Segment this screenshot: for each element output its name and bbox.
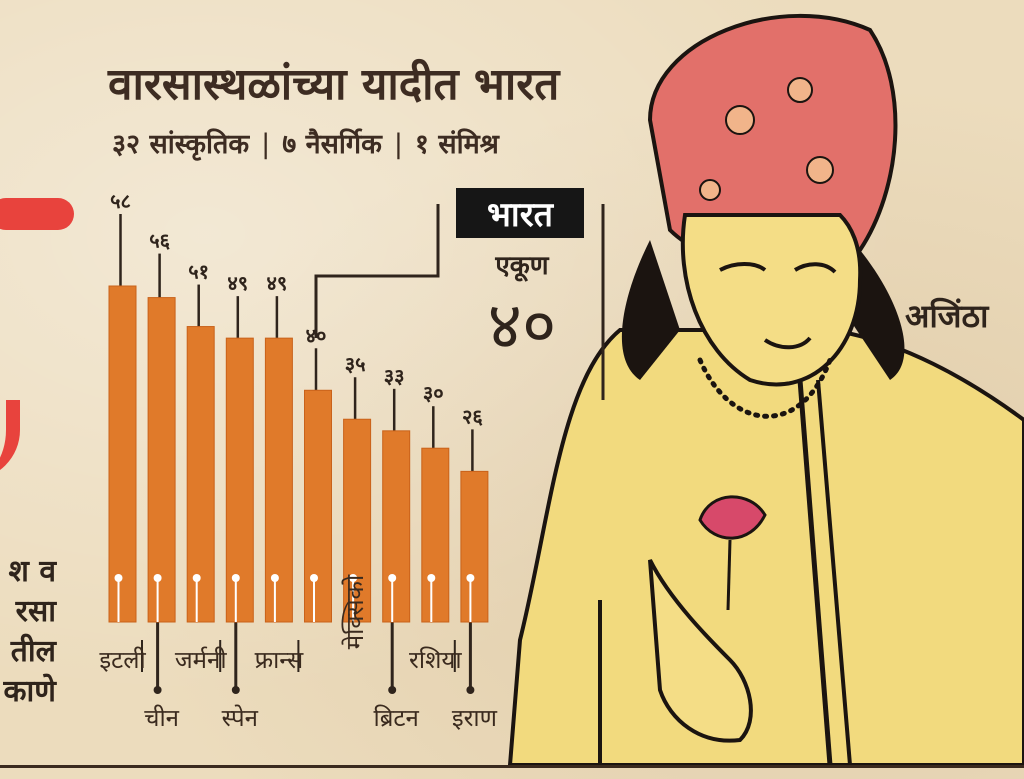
category-label: चीन: [144, 704, 179, 732]
bar: [382, 430, 411, 623]
crown-jewel: [699, 179, 721, 201]
bar: [460, 470, 489, 623]
value-label: ४९: [227, 271, 248, 295]
category-label: ब्रिटन: [374, 704, 420, 732]
subtitle-separator: |: [393, 129, 403, 160]
value-label: ५८: [110, 189, 131, 213]
category-label: फ्रान्स: [255, 646, 304, 674]
left-cut-text: श व रसा तील काणे: [0, 552, 57, 712]
left-text-line: रसा: [15, 594, 56, 629]
ajanta-illustration: [507, 14, 1024, 765]
value-label: ५६: [149, 229, 170, 253]
category-label: इराण: [452, 704, 498, 732]
illustration-label: अजिंठा: [905, 297, 989, 335]
bar-pin-head: [114, 574, 123, 582]
value-label: ३०: [423, 381, 444, 405]
sash-line: [797, 379, 833, 765]
category-leader-dot: [388, 686, 397, 694]
chart-title: वारसास्थळांच्या यादीत भारत: [108, 59, 560, 110]
category-leader-dot: [466, 686, 475, 694]
bars-group: [108, 285, 489, 623]
category-leader-dot: [153, 686, 162, 694]
value-label: ४०: [306, 323, 327, 347]
bar: [304, 389, 332, 623]
bar-pin-head: [349, 574, 358, 582]
india-highlight-box: भारत: [456, 188, 584, 238]
bar: [225, 337, 254, 623]
bar: [421, 447, 450, 623]
hair-left: [621, 240, 680, 380]
category-label: रशिया: [409, 646, 462, 674]
crown-jewel: [787, 77, 813, 103]
labels-group: ५८ इटली ५६ चीन ५१ जर्मनी ४९ स्पेन ४९ फ्रान्स ४० ३५ म…: [99, 189, 497, 732]
value-label: ४९: [266, 271, 287, 295]
value-label: २६: [462, 404, 483, 428]
bar: [108, 285, 137, 623]
bar-pin-head: [388, 574, 397, 582]
bar: [264, 337, 293, 623]
lotus-flower: [698, 495, 767, 540]
chart-subtitle: ३२ सांस्कृतिक | ७ नैसर्गिक | १ संमिश्र: [112, 124, 499, 161]
mouth: [763, 336, 812, 350]
india-total-value: ४०: [487, 287, 557, 364]
bar-pin-head: [427, 574, 436, 582]
sash-line: [816, 379, 852, 765]
hair-right: [850, 250, 905, 380]
category-label: जर्मनी: [175, 646, 227, 674]
crown-jewel: [725, 105, 755, 135]
india-box-label: भारत: [487, 195, 553, 235]
bar-pin-head: [310, 574, 318, 582]
face-shape: [680, 213, 863, 387]
bar-pin-head: [466, 574, 475, 582]
value-label: ३३: [384, 364, 405, 388]
bar: [147, 297, 176, 623]
category-label: स्पेन: [222, 704, 259, 732]
value-label: ५१: [188, 260, 209, 284]
category-label: इटली: [99, 646, 146, 674]
left-text-line: तील: [10, 634, 56, 669]
right-eye: [793, 262, 837, 274]
left-eye: [719, 262, 767, 272]
left-text-line: श व: [8, 554, 56, 589]
subtitle-natural: ७ नैसर्गिक: [282, 129, 382, 160]
bar-pin-head: [192, 574, 201, 582]
bar: [186, 326, 215, 623]
bar: [343, 418, 372, 623]
subtitle-cultural: ३२ सांस्कृतिक: [112, 129, 250, 160]
hand-shape: [648, 559, 753, 743]
red-pill-shape: [0, 198, 74, 230]
bar-pin-head: [153, 574, 162, 582]
left-text-line: काणे: [3, 674, 57, 709]
bar-pin-head: [231, 574, 240, 582]
india-connector-line: [314, 204, 440, 338]
flower-stem: [726, 539, 732, 611]
bar-pin-head: [270, 574, 279, 582]
india-total-label: एकूण: [495, 251, 549, 281]
subtitle-separator: |: [261, 129, 271, 160]
subtitle-mixed: १ संमिश्र: [414, 129, 499, 160]
crown-jewel: [806, 156, 834, 184]
category-leader-dot: [231, 686, 240, 694]
value-label: ३५: [345, 352, 366, 376]
category-label: मेक्सिको: [341, 574, 369, 649]
bottom-rule: [0, 765, 1024, 768]
